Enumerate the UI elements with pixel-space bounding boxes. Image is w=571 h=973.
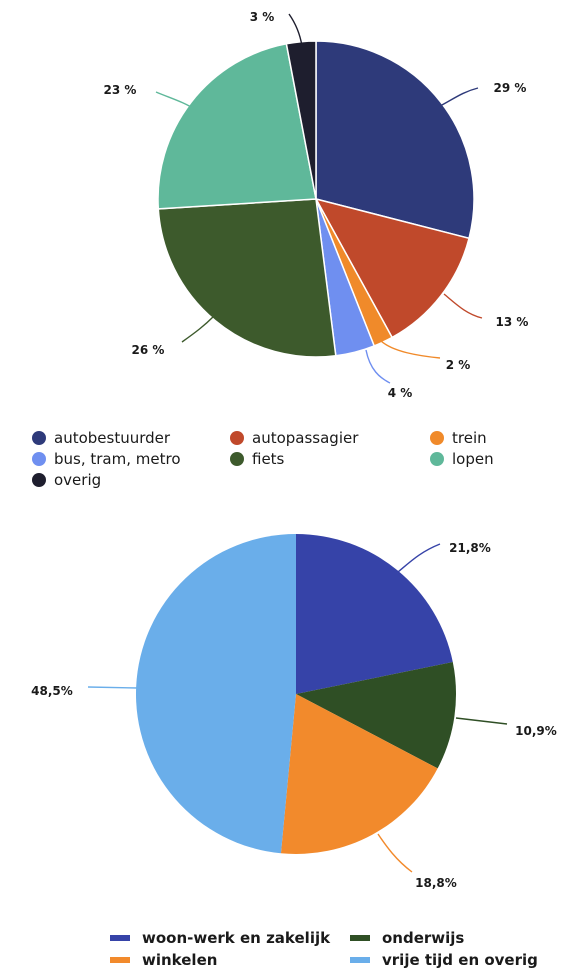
legend-item-fiets: fiets bbox=[230, 449, 430, 468]
pie-slice-fiets bbox=[157, 198, 337, 358]
legend-marker bbox=[230, 430, 244, 445]
data-label-trein: 2 % bbox=[446, 358, 471, 372]
legend-item-bus-tram-metro: bus, tram, metro bbox=[32, 449, 230, 468]
legend-item-lopen: lopen bbox=[430, 449, 550, 468]
data-label-vrije-tijd-en-overig: 48,5% bbox=[31, 684, 73, 698]
legend-marker bbox=[110, 956, 130, 963]
pie-slice-autopassagier bbox=[314, 197, 470, 339]
legend-item-onderwijs: onderwijs bbox=[350, 928, 510, 947]
legend-label: autopassagier bbox=[252, 428, 359, 447]
legend-marker bbox=[430, 430, 444, 445]
data-label-autobestuurder: 29 % bbox=[494, 81, 527, 95]
data-label-autopassagier: 13 % bbox=[496, 315, 529, 329]
pie-slice-winkelen bbox=[280, 694, 438, 855]
data-label-fiets: 26 % bbox=[132, 343, 165, 357]
legend-item-autobestuurder: autobestuurder bbox=[32, 428, 230, 447]
leader-line-lopen bbox=[155, 91, 197, 111]
legend-item-winkelen: winkelen bbox=[110, 950, 350, 969]
legend-marker bbox=[110, 934, 130, 941]
legend-label: fiets bbox=[252, 449, 285, 468]
legend-item-trein: trein bbox=[430, 428, 550, 447]
pie-slice-autobestuurder bbox=[315, 40, 475, 240]
legend-marker bbox=[230, 451, 244, 466]
leader-line-vrije-tijd-en-overig bbox=[87, 686, 139, 689]
leader-line-fiets bbox=[181, 315, 215, 343]
data-label-woon-werk-en-zakelijk: 21,8% bbox=[449, 541, 491, 555]
leader-line-bus-tram-metro bbox=[365, 349, 391, 384]
legend-label: woon-werk en zakelijk bbox=[142, 928, 331, 947]
legend-marker bbox=[430, 451, 444, 466]
legend-label: overig bbox=[54, 470, 102, 489]
leader-line-winkelen bbox=[377, 833, 413, 873]
data-label-bus-tram-metro: 4 % bbox=[388, 386, 413, 400]
leader-line-onderwijs bbox=[455, 717, 508, 725]
data-label-onderwijs: 10,9% bbox=[515, 724, 557, 738]
legend-label: bus, tram, metro bbox=[54, 449, 181, 468]
legend-label: lopen bbox=[452, 449, 494, 468]
legend-marker bbox=[350, 956, 370, 963]
pie-chart-modal-split: 29 % 13 % 2 % 4 % 26 % 23 % 3 % bbox=[104, 10, 529, 400]
legend-item-woon-werk: woon-werk en zakelijk bbox=[110, 928, 350, 947]
legend-label: trein bbox=[452, 428, 487, 447]
legend-label: onderwijs bbox=[382, 928, 465, 947]
legend-item-overig: overig bbox=[32, 470, 230, 489]
legend-marker bbox=[32, 430, 46, 445]
legend-label: autobestuurder bbox=[54, 428, 171, 447]
pie-slice-onderwijs bbox=[296, 662, 457, 769]
legend-label: vrije tijd en overig bbox=[382, 950, 538, 969]
legend-modal-split: autobestuurder autopassagier trein bus, … bbox=[32, 428, 552, 489]
leader-line-overig bbox=[288, 13, 303, 47]
pie-slice-lopen bbox=[157, 42, 317, 210]
legend-item-vrije-tijd: vrije tijd en overig bbox=[350, 950, 538, 969]
pie-chart-travel-purpose: 21,8% 10,9% 18,8% 48,5% bbox=[31, 534, 557, 890]
leader-line-autobestuurder bbox=[439, 87, 479, 107]
legend-marker bbox=[32, 451, 46, 466]
legend-label: winkelen bbox=[142, 950, 218, 969]
data-label-winkelen: 18,8% bbox=[415, 876, 457, 890]
legend-marker bbox=[32, 472, 46, 487]
pie-slice-vrije-tijd-en-overig bbox=[135, 534, 296, 854]
data-label-overig: 3 % bbox=[250, 10, 275, 24]
data-label-lopen: 23 % bbox=[104, 83, 137, 97]
legend-marker bbox=[350, 934, 370, 941]
leader-line-autopassagier bbox=[443, 293, 483, 319]
leader-line-trein bbox=[379, 339, 441, 359]
pie-slice-woon-werk-en-zakelijk bbox=[296, 534, 453, 694]
legend-travel-purpose: woon-werk en zakelijk onderwijs winkelen… bbox=[110, 928, 538, 969]
legend-item-autopassagier: autopassagier bbox=[230, 428, 430, 447]
leader-line-woon-werk-en-zakelijk bbox=[397, 543, 441, 573]
